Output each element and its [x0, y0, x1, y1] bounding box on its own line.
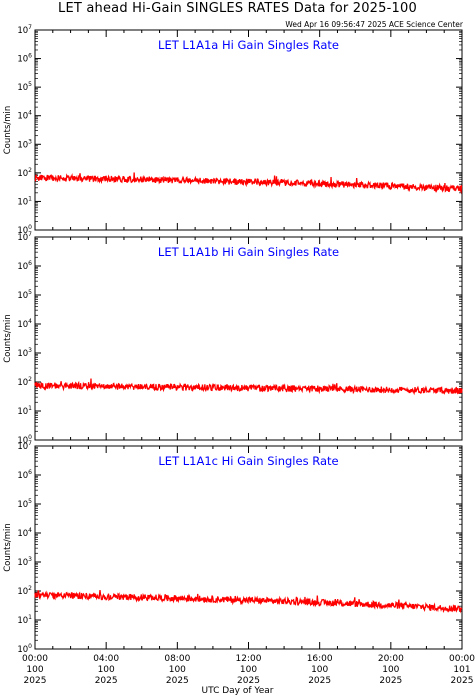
- y-tick-exponent: 3: [28, 138, 32, 145]
- y-tick-label: 107: [17, 440, 32, 452]
- y-tick-label: 104: [17, 318, 32, 330]
- y-tick-label: 105: [17, 289, 32, 301]
- y-tick-exponent: 6: [28, 469, 32, 476]
- y-tick-label: 101: [17, 195, 32, 207]
- x-tick-day: 101: [453, 665, 470, 675]
- x-tick-time: 04:00: [93, 654, 119, 664]
- y-tick-exponent: 6: [28, 53, 32, 60]
- y-tick-exponent: 1: [28, 405, 32, 412]
- y-tick-label: 105: [17, 498, 32, 510]
- y-tick-exponent: 5: [28, 498, 32, 505]
- y-tick-exponent: 5: [28, 81, 32, 88]
- x-tick-year: 2025: [379, 676, 402, 686]
- x-tick-day: 100: [98, 665, 115, 675]
- y-tick-exponent: 1: [28, 614, 32, 621]
- y-tick-exponent: 3: [28, 347, 32, 354]
- x-tick-year: 2025: [237, 676, 260, 686]
- y-tick-label: 107: [17, 231, 32, 243]
- y-tick-exponent: 2: [28, 167, 32, 174]
- y-tick-exponent: 0: [28, 434, 32, 441]
- x-tick-time: 00:00: [449, 654, 475, 664]
- timestamp: Wed Apr 16 09:56:47 2025 ACE Science Cen…: [285, 20, 463, 29]
- x-tick-day: 100: [382, 665, 399, 675]
- y-tick-exponent: 6: [28, 260, 32, 267]
- y-tick-exponent: 0: [28, 643, 32, 650]
- x-tick-time: 16:00: [307, 654, 333, 664]
- y-tick-label: 102: [17, 376, 32, 388]
- series-line: [34, 378, 463, 396]
- y-tick-exponent: 0: [28, 224, 32, 231]
- y-tick-label: 104: [17, 527, 32, 539]
- x-tick-day: 100: [26, 665, 43, 675]
- x-tick-year: 2025: [451, 676, 474, 686]
- panel-title: LET L1A1a Hi Gain Singles Rate: [158, 38, 339, 52]
- y-tick-exponent: 2: [28, 376, 32, 383]
- x-axis-title: UTC Day of Year: [201, 686, 274, 696]
- y-tick-label: 103: [17, 138, 32, 150]
- y-tick-exponent: 2: [28, 585, 32, 592]
- y-axis-label: Counts/min: [3, 106, 13, 155]
- y-axis-label: Counts/min: [3, 314, 13, 363]
- y-tick-label: 101: [17, 614, 32, 626]
- x-tick-day: 100: [169, 665, 186, 675]
- y-tick-exponent: 1: [28, 195, 32, 202]
- x-tick-year: 2025: [166, 676, 189, 686]
- y-tick-exponent: 4: [28, 110, 32, 117]
- x-tick-year: 2025: [24, 676, 47, 686]
- plot-frame: [34, 236, 463, 441]
- y-tick-label: 103: [17, 347, 32, 359]
- plot-frame: [34, 445, 463, 650]
- y-tick-exponent: 7: [28, 231, 32, 238]
- figure-title: LET ahead Hi-Gain SINGLES RATES Data for…: [58, 1, 417, 16]
- y-tick-label: 103: [17, 556, 32, 568]
- plot-frame: [34, 29, 463, 231]
- x-tick-time: 12:00: [236, 654, 262, 664]
- y-tick-exponent: 7: [28, 24, 32, 31]
- y-tick-label: 102: [17, 167, 32, 179]
- y-tick-exponent: 3: [28, 556, 32, 563]
- x-tick-time: 08:00: [164, 654, 190, 664]
- x-tick-labels: 00:00100202504:00100202508:00100202512:0…: [22, 654, 475, 686]
- y-tick-exponent: 4: [28, 318, 32, 325]
- y-axis-label: Counts/min: [3, 523, 13, 572]
- x-tick-year: 2025: [95, 676, 118, 686]
- series-line: [34, 589, 463, 614]
- y-tick-label: 106: [17, 260, 32, 272]
- x-tick-day: 100: [240, 665, 257, 675]
- y-tick-label: 106: [17, 53, 32, 65]
- y-tick-exponent: 4: [28, 527, 32, 534]
- panel-title: LET L1A1c Hi Gain Singles Rate: [158, 454, 338, 468]
- x-tick-time: 20:00: [378, 654, 404, 664]
- x-tick-day: 100: [311, 665, 328, 675]
- y-tick-label: 105: [17, 81, 32, 93]
- y-tick-exponent: 7: [28, 440, 32, 447]
- y-tick-label: 101: [17, 405, 32, 417]
- y-tick-label: 102: [17, 585, 32, 597]
- x-tick-year: 2025: [308, 676, 331, 686]
- y-tick-label: 106: [17, 469, 32, 481]
- y-tick-label: 107: [17, 24, 32, 36]
- panel-title: LET L1A1b Hi Gain Singles Rate: [158, 245, 339, 259]
- y-tick-exponent: 5: [28, 289, 32, 296]
- y-tick-label: 104: [17, 110, 32, 122]
- series-line: [34, 172, 463, 195]
- x-tick-time: 00:00: [22, 654, 48, 664]
